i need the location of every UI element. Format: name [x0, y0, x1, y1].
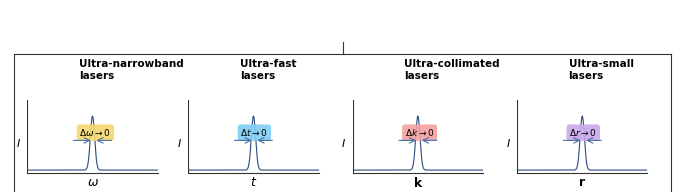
X-axis label: $\mathbf{k}$: $\mathbf{k}$: [412, 175, 423, 190]
Text: Ultra-fast
lasers: Ultra-fast lasers: [240, 59, 296, 81]
Text: $I$: $I$: [341, 137, 347, 149]
Text: $\Delta t \rightarrow 0$: $\Delta t \rightarrow 0$: [240, 127, 269, 138]
X-axis label: $\omega$: $\omega$: [86, 175, 99, 189]
Text: $I$: $I$: [506, 137, 510, 149]
Text: $I$: $I$: [16, 137, 21, 149]
Text: Ultra-small
lasers: Ultra-small lasers: [569, 59, 634, 81]
X-axis label: $\mathbf{r}$: $\mathbf{r}$: [578, 175, 586, 189]
Text: $I$: $I$: [177, 137, 182, 149]
Text: $\Delta\omega \rightarrow 0$: $\Delta\omega \rightarrow 0$: [79, 127, 112, 138]
Text: $\Delta k \rightarrow 0$: $\Delta k \rightarrow 0$: [405, 127, 434, 138]
Text: Ultra-narrowband
lasers: Ultra-narrowband lasers: [79, 59, 184, 81]
X-axis label: $t$: $t$: [250, 175, 257, 189]
Text: $\Delta r \rightarrow 0$: $\Delta r \rightarrow 0$: [569, 127, 597, 138]
Text: Ultra-collimated
lasers: Ultra-collimated lasers: [404, 59, 500, 81]
Text: $\mathbf{E} = \int\mathbf{A}e^{i(\omega t - \mathbf{k} \cdot \mathbf{r})}$: $\mathbf{E} = \int\mathbf{A}e^{i(\omega …: [292, 12, 393, 34]
